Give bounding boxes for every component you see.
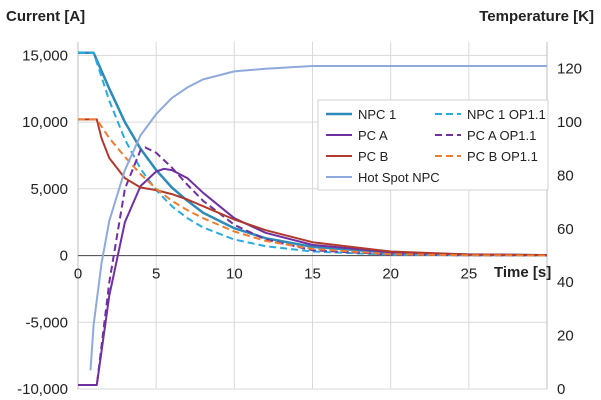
series-line-pc-a bbox=[78, 167, 548, 386]
series-group bbox=[78, 51, 548, 386]
legend-box bbox=[317, 99, 549, 191]
y-axis-title: Current [A] bbox=[6, 8, 85, 25]
x-tick-label: 10 bbox=[226, 266, 243, 283]
legend-label-pc-a-op1-1: PC A OP1.1 bbox=[467, 128, 536, 143]
y-tick-label: 0 bbox=[60, 248, 68, 265]
legend-label-npc-1: NPC 1 bbox=[358, 107, 396, 122]
legend-label-pc-a: PC A bbox=[358, 128, 388, 143]
tick-labels: 15,000 10,000 5,000 0 -5,000 -10,000 0 5 10 15 20 2… bbox=[17, 47, 582, 398]
x-axis-title: Time [s] bbox=[494, 264, 551, 281]
y-tick-label: 10,000 bbox=[22, 114, 68, 131]
legend-label-pc-b-op1-1: PC B OP1.1 bbox=[467, 149, 538, 164]
y2-tick-label: 120 bbox=[557, 61, 582, 78]
y2-tick-label: 60 bbox=[557, 221, 574, 238]
y-tick-label: 15,000 bbox=[22, 47, 68, 64]
legend-label-hot-spot-npc: Hot Spot NPC bbox=[358, 170, 440, 185]
series-line-pc-b-op1-1 bbox=[78, 118, 548, 257]
y2-tick-label: 40 bbox=[557, 274, 574, 291]
x-tick-label: 20 bbox=[382, 266, 399, 283]
series-line-hot-spot-npc bbox=[89, 65, 547, 371]
x-tick-label: 15 bbox=[304, 266, 321, 283]
y2-tick-label: 80 bbox=[557, 167, 574, 184]
x-tick-label: 25 bbox=[460, 266, 477, 283]
series-line-npc-1-op1-1 bbox=[78, 51, 548, 257]
y2-tick-label: 100 bbox=[557, 114, 582, 131]
y-tick-label: -5,000 bbox=[25, 314, 68, 331]
y-tick-label: -10,000 bbox=[17, 381, 68, 398]
series-line-pc-b bbox=[78, 118, 548, 257]
legend: NPC 1 PC A PC B Hot Spot NPC NPC 1 OP1.1 PC A… bbox=[317, 99, 549, 191]
x-tick-label: 0 bbox=[74, 266, 82, 283]
y2-axis-title: Temperature [K] bbox=[479, 8, 594, 25]
y-tick-label: 5,000 bbox=[30, 181, 68, 198]
series-line-pc-a-op1-1 bbox=[78, 146, 548, 386]
legend-label-npc-1-op1-1: NPC 1 OP1.1 bbox=[467, 107, 546, 122]
x-tick-label: 5 bbox=[152, 266, 160, 283]
y2-tick-label: 0 bbox=[557, 381, 565, 398]
y2-tick-label: 20 bbox=[557, 328, 574, 345]
legend-label-pc-b: PC B bbox=[358, 149, 388, 164]
